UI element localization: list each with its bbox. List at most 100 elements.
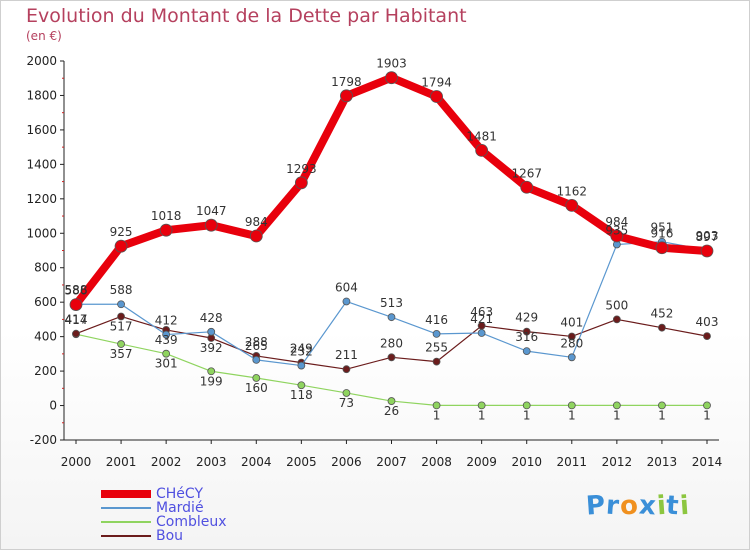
y-tick-label: 2000	[26, 54, 57, 68]
data-point	[567, 332, 576, 341]
data-label: 517	[110, 319, 133, 333]
data-label: 1	[433, 408, 441, 422]
data-point	[432, 357, 441, 366]
logo-letter: o	[618, 490, 640, 522]
data-point	[655, 241, 669, 255]
x-tick-label: 2000	[61, 455, 92, 469]
data-point	[252, 355, 261, 364]
data-point	[387, 397, 396, 405]
data-point	[72, 329, 80, 338]
data-point	[297, 361, 306, 370]
data-point	[385, 71, 398, 85]
y-tick-label: 200	[34, 364, 57, 378]
data-point	[69, 298, 83, 311]
data-point	[117, 300, 125, 309]
data-label: 588	[65, 283, 88, 297]
data-label: 1293	[286, 162, 317, 176]
data-label: 951	[650, 221, 673, 235]
data-point	[249, 229, 263, 243]
data-point	[117, 340, 125, 348]
data-label: 925	[110, 225, 133, 239]
legend-swatch	[101, 490, 151, 498]
data-label: 463	[470, 305, 493, 319]
data-point	[567, 353, 576, 362]
data-label: 586	[65, 284, 88, 298]
legend-swatch	[101, 535, 151, 537]
data-point	[565, 198, 579, 212]
data-label: 316	[515, 330, 538, 344]
data-point	[114, 239, 128, 253]
data-label: 984	[605, 215, 628, 229]
legend-swatch	[101, 507, 151, 509]
legend-item: Bou	[101, 529, 227, 543]
data-label: 1162	[557, 184, 588, 198]
logo-letter: i	[678, 490, 691, 522]
data-point	[387, 313, 396, 322]
data-point	[703, 401, 711, 410]
data-label: 513	[380, 296, 403, 310]
data-label: 416	[425, 313, 448, 327]
data-point	[610, 229, 624, 243]
x-tick-label: 2007	[376, 455, 407, 469]
data-label: 1798	[331, 75, 362, 89]
data-point	[658, 401, 666, 410]
legend-item: CHéCY	[101, 487, 227, 501]
data-label: 903	[696, 229, 719, 243]
data-label: 357	[110, 347, 133, 361]
data-label: 1	[613, 408, 621, 422]
data-label: 1267	[511, 166, 542, 180]
data-point	[342, 365, 351, 374]
legend-label: Bou	[156, 528, 184, 544]
data-point	[475, 144, 489, 157]
chart-title: Evolution du Montant de la Dette par Hab…	[26, 5, 467, 27]
data-label: 280	[560, 336, 583, 350]
data-point	[432, 401, 441, 410]
logo-letter: P	[584, 490, 608, 522]
y-tick-label: 1800	[26, 88, 57, 102]
data-label: 439	[155, 333, 178, 347]
series-0	[69, 71, 714, 311]
y-tick-label: 600	[34, 295, 57, 309]
chart-subtitle: (en €)	[26, 29, 62, 43]
data-label: 249	[290, 342, 313, 356]
data-label: 403	[696, 315, 719, 329]
data-label: 414	[65, 313, 88, 327]
data-label: 429	[515, 311, 538, 325]
data-label: 588	[110, 283, 133, 297]
legend-label: CHéCY	[156, 486, 203, 502]
data-point	[162, 349, 171, 358]
data-point	[700, 244, 714, 258]
data-point	[342, 389, 351, 397]
y-tick-label: -200	[30, 433, 57, 447]
data-point	[522, 347, 531, 356]
data-label: 428	[200, 311, 223, 325]
data-label: 118	[290, 388, 313, 402]
legend: CHéCY Mardié Combleux Bou	[101, 487, 227, 543]
data-label: 1	[658, 408, 666, 422]
data-point	[477, 329, 486, 337]
data-point	[297, 381, 306, 390]
data-label: 604	[335, 280, 358, 294]
data-point	[204, 218, 218, 232]
x-tick-label: 2013	[647, 455, 678, 469]
legend-item: Combleux	[101, 515, 227, 529]
x-tick-label: 2014	[692, 455, 723, 469]
data-label: 73	[339, 396, 354, 410]
y-tick-label: 1000	[26, 226, 57, 240]
data-label: 452	[650, 307, 673, 321]
data-label: 1	[523, 408, 531, 422]
legend-swatch	[101, 521, 151, 523]
y-tick-label: 0	[49, 399, 57, 413]
data-label: 401	[560, 315, 583, 329]
data-point	[430, 90, 443, 103]
data-label: 1794	[421, 75, 452, 89]
data-point	[567, 401, 576, 410]
data-point	[252, 374, 261, 382]
data-point	[432, 329, 441, 338]
data-point	[612, 401, 621, 410]
x-tick-label: 2010	[511, 455, 542, 469]
data-point	[159, 223, 173, 237]
x-tick-label: 2006	[331, 455, 362, 469]
